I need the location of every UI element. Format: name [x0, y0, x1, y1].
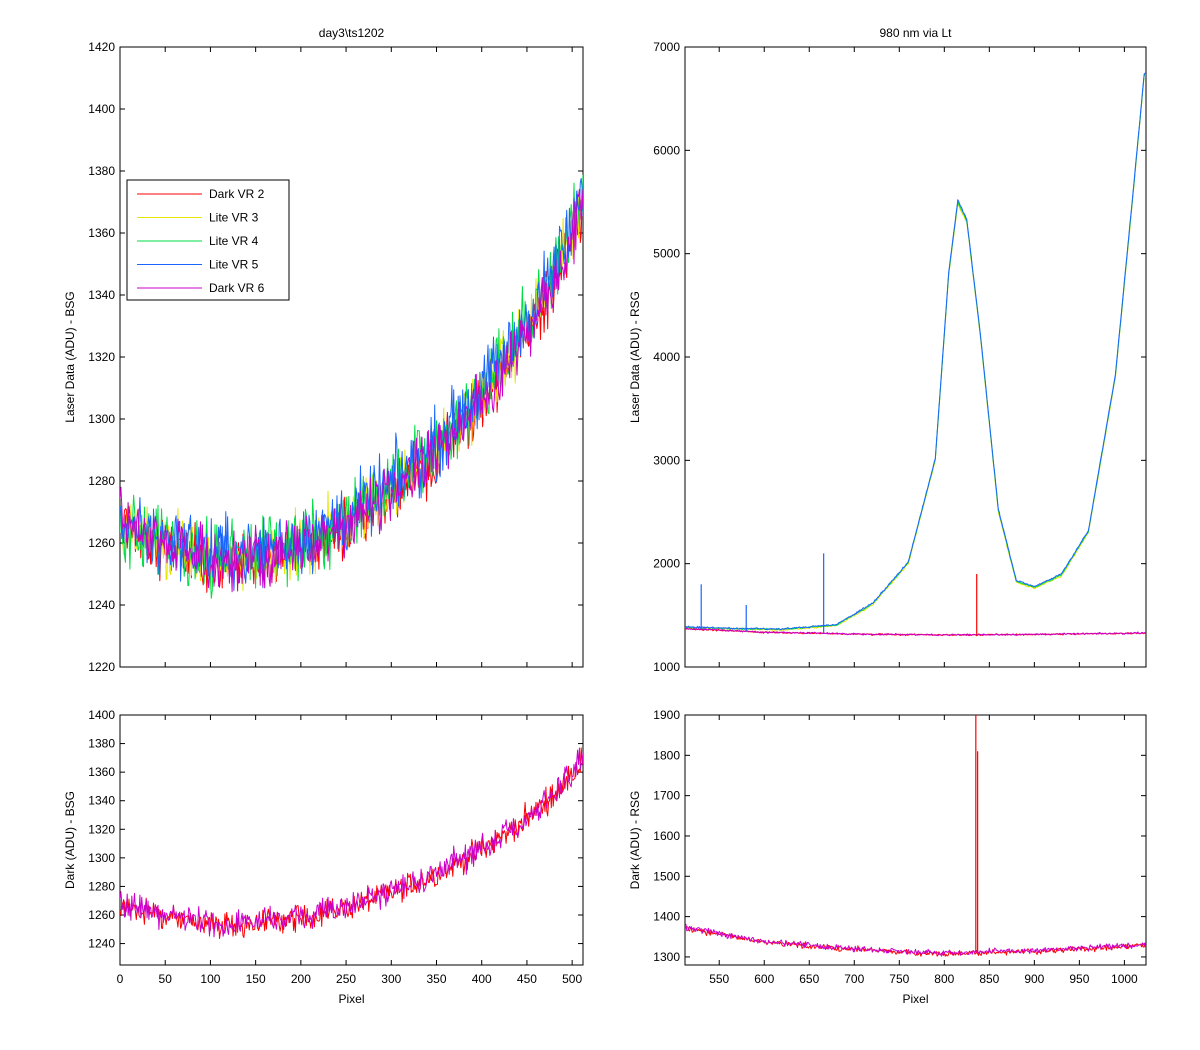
y-tick-label: 5000 [653, 247, 680, 261]
x-tick-label: 400 [472, 972, 492, 986]
legend: Dark VR 2 Lite VR 3 Lite VR 4 Lite VR 5 Dark… [126, 179, 290, 301]
x-tick-label: 50 [159, 972, 173, 986]
series-line-lite-vr-5 [120, 177, 583, 591]
y-axis-label: Dark (ADU) - BSG [63, 791, 77, 889]
y-tick-label: 1400 [653, 910, 680, 924]
y-tick-label: 3000 [653, 453, 680, 467]
legend-label: Dark VR 6 [209, 281, 265, 295]
y-axis-label: Dark (ADU) - RSG [628, 791, 642, 890]
y-tick-label: 1220 [88, 660, 115, 674]
plot-area [119, 714, 584, 966]
y-axis-label: Laser Data (ADU) - RSG [628, 291, 642, 423]
y-tick-label: 1300 [88, 412, 115, 426]
y-tick-label: 1320 [88, 822, 115, 836]
x-tick-label: 850 [979, 972, 999, 986]
y-tick-label: 7000 [653, 40, 680, 54]
y-tick-label: 1260 [88, 536, 115, 550]
y-tick-label: 1260 [88, 908, 115, 922]
y-tick-label: 1240 [88, 937, 115, 951]
series-group [685, 72, 1146, 637]
y-tick-label: 1800 [653, 748, 680, 762]
y-tick-label: 1600 [653, 829, 680, 843]
x-tick-label: 350 [426, 972, 446, 986]
chart-1: 1220 1240 1260 1280 1300 1320 1340 1360 1380 1400… [63, 26, 584, 674]
legend-label: Dark VR 2 [209, 187, 265, 201]
series-line-dark-vr-6 [685, 627, 1146, 637]
chart-3: 1240 1260 1280 1300 1320 1340 1360 1380 1400 0 50 1… [63, 708, 584, 1006]
legend-box [126, 179, 290, 301]
y-tick-label: 6000 [653, 143, 680, 157]
y-tick-label: 1500 [653, 869, 680, 883]
y-tick-label: 1360 [88, 226, 115, 240]
chart-4: 1300 1400 1500 1600 1700 1800 1900 550 600 650 700… [628, 708, 1147, 1006]
x-tick-label: 650 [799, 972, 819, 986]
y-tick-label: 1400 [88, 708, 115, 722]
series-group [120, 747, 583, 939]
x-tick-label: 550 [709, 972, 729, 986]
x-tick-label: 950 [1069, 972, 1089, 986]
y-tick-label: 1700 [653, 789, 680, 803]
series-line-lite-vr-5 [685, 72, 1146, 631]
legend-label: Lite VR 5 [209, 258, 259, 272]
x-tick-label: 600 [754, 972, 774, 986]
y-axis-label: Laser Data (ADU) - BSG [63, 291, 77, 422]
x-axis-label: Pixel [338, 992, 364, 1006]
y-tick-label: 1400 [88, 102, 115, 116]
y-tick-label: 1900 [653, 708, 680, 722]
x-tick-label: 100 [200, 972, 220, 986]
series-line-dark-vr-6 [120, 747, 583, 938]
legend-label: Lite VR 3 [209, 211, 259, 225]
x-tick-label: 200 [291, 972, 311, 986]
x-axis-label: Pixel [902, 992, 928, 1006]
y-tick-label: 1420 [88, 40, 115, 54]
chart-2: 1000 2000 3000 4000 5000 6000 7000 980 nm via L… [628, 26, 1147, 674]
chart-title: 980 nm via Lt [879, 26, 952, 40]
x-tick-label: 1000 [1111, 972, 1138, 986]
chart-title: day3\ts1202 [319, 26, 385, 40]
x-tick-label: 700 [844, 972, 864, 986]
y-tick-label: 1360 [88, 765, 115, 779]
y-tick-label: 1380 [88, 737, 115, 751]
legend-label: Lite VR 4 [209, 234, 259, 248]
y-tick-label: 1000 [653, 660, 680, 674]
y-tick-label: 4000 [653, 350, 680, 364]
y-tick-label: 1380 [88, 164, 115, 178]
x-tick-label: 750 [889, 972, 909, 986]
y-tick-label: 1340 [88, 288, 115, 302]
y-tick-label: 1240 [88, 598, 115, 612]
series-group [120, 174, 583, 599]
y-tick-label: 1300 [653, 950, 680, 964]
x-tick-label: 300 [381, 972, 401, 986]
series-line-dark-vr-6 [685, 923, 1146, 957]
series-group [685, 715, 1146, 957]
plot-area [684, 714, 1147, 966]
y-tick-label: 1280 [88, 474, 115, 488]
series-line-dark-vr-6 [120, 188, 583, 593]
x-tick-label: 900 [1024, 972, 1044, 986]
plot-area [684, 46, 1147, 668]
x-tick-label: 0 [117, 972, 124, 986]
y-tick-label: 1300 [88, 851, 115, 865]
x-tick-label: 150 [246, 972, 266, 986]
x-tick-label: 800 [934, 972, 954, 986]
y-tick-label: 1340 [88, 794, 115, 808]
y-tick-label: 1280 [88, 879, 115, 893]
y-tick-label: 2000 [653, 557, 680, 571]
x-tick-label: 500 [562, 972, 582, 986]
x-tick-label: 450 [517, 972, 537, 986]
y-tick-label: 1320 [88, 350, 115, 364]
x-tick-label: 250 [336, 972, 356, 986]
